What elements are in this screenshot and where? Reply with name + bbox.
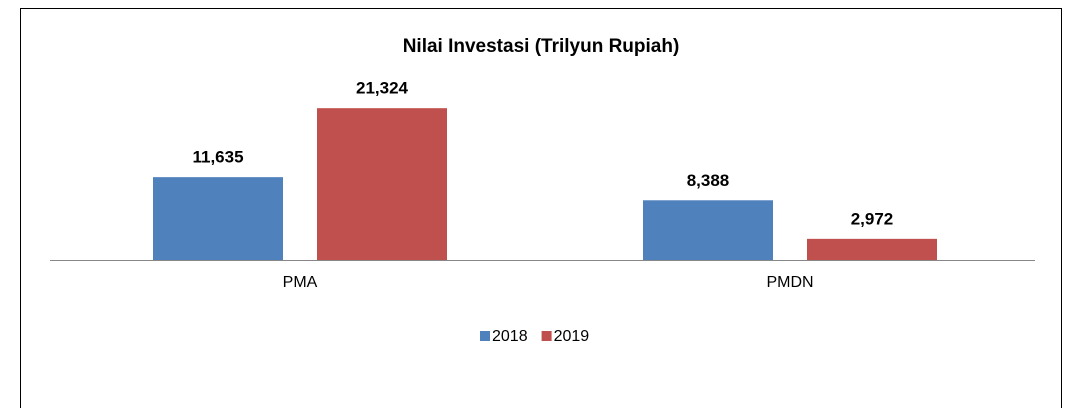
data-label: 8,388 [687,171,730,190]
legend-label: 2018 [492,328,528,345]
bar [153,177,283,260]
bar [807,238,937,260]
legend-swatch [480,331,490,341]
data-label: 2,972 [851,209,894,228]
x-tick-label: PMDN [766,274,813,291]
legend-swatch [541,331,552,341]
x-tick-label: PMA [283,274,318,291]
bar [317,108,447,260]
legend-label: 2019 [554,328,590,345]
data-label: 21,324 [356,79,409,98]
bar [643,200,773,260]
chart-title: Nilai Investasi (Trilyun Rupiah) [403,36,680,57]
data-label: 11,635 [192,148,243,167]
